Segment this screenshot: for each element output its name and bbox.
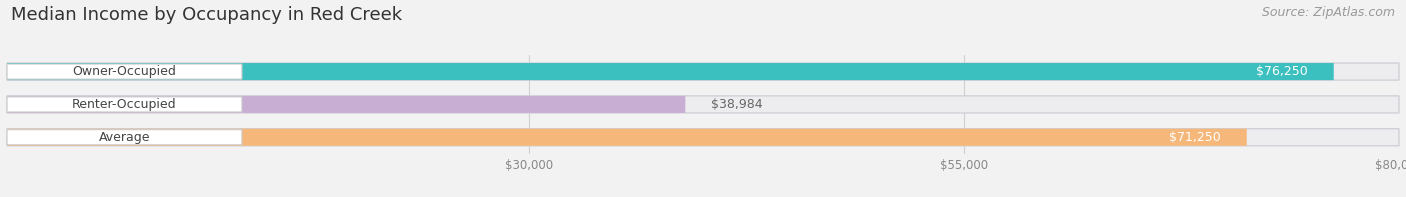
Text: Median Income by Occupancy in Red Creek: Median Income by Occupancy in Red Creek: [11, 6, 402, 24]
FancyBboxPatch shape: [7, 129, 1399, 146]
Text: $71,250: $71,250: [1168, 131, 1220, 144]
FancyBboxPatch shape: [7, 63, 1334, 80]
Text: $76,250: $76,250: [1256, 65, 1308, 78]
Text: $38,984: $38,984: [711, 98, 763, 111]
FancyBboxPatch shape: [7, 97, 242, 112]
FancyBboxPatch shape: [7, 129, 1247, 146]
FancyBboxPatch shape: [7, 96, 685, 113]
Text: Source: ZipAtlas.com: Source: ZipAtlas.com: [1261, 6, 1395, 19]
FancyBboxPatch shape: [7, 64, 242, 79]
FancyBboxPatch shape: [7, 96, 1399, 113]
Text: Renter-Occupied: Renter-Occupied: [72, 98, 177, 111]
Text: Average: Average: [98, 131, 150, 144]
FancyBboxPatch shape: [7, 130, 242, 145]
FancyBboxPatch shape: [7, 63, 1399, 80]
Text: Owner-Occupied: Owner-Occupied: [73, 65, 176, 78]
